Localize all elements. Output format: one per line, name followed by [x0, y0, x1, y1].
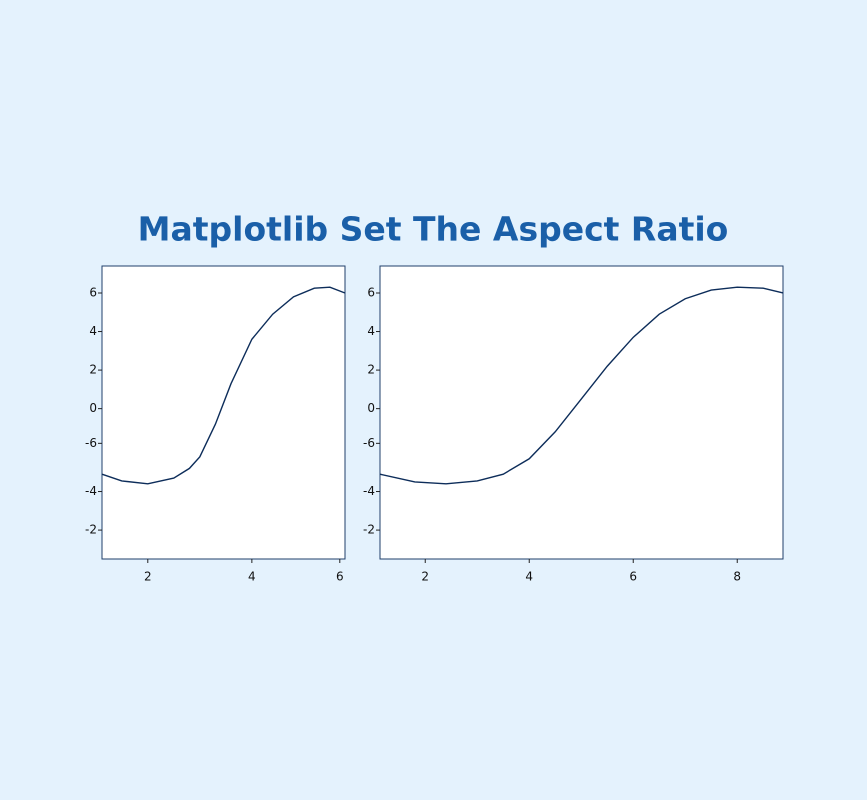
- x-tick-label: 2: [421, 570, 429, 584]
- y-tick-label: -4: [85, 484, 97, 498]
- y-tick-label: -2: [363, 523, 375, 537]
- x-tick-label: 6: [629, 570, 637, 584]
- y-tick-label: -4: [363, 484, 375, 498]
- data-line: [379, 286, 784, 485]
- plot-area: [101, 265, 346, 560]
- x-tick-label: 2: [144, 570, 152, 584]
- plot-area: [379, 265, 784, 560]
- x-tick-label: 8: [733, 570, 741, 584]
- y-tick-label: 2: [89, 363, 97, 377]
- y-tick-label: -2: [85, 523, 97, 537]
- data-line: [101, 286, 346, 485]
- y-tick-label: 6: [89, 285, 97, 299]
- y-tick-label: -6: [363, 436, 375, 450]
- y-tick-label: 2: [367, 363, 375, 377]
- x-tick-label: 4: [525, 570, 533, 584]
- y-tick-label: 4: [89, 324, 97, 338]
- x-tick-label: 4: [248, 570, 256, 584]
- figure-title: Matplotlib Set The Aspect Ratio: [138, 210, 729, 249]
- x-tick-label: 6: [336, 570, 344, 584]
- y-tick-label: -6: [85, 436, 97, 450]
- y-tick-label: 6: [367, 285, 375, 299]
- y-tick-label: 0: [89, 401, 97, 415]
- y-tick-label: 4: [367, 324, 375, 338]
- y-tick-label: 0: [367, 401, 375, 415]
